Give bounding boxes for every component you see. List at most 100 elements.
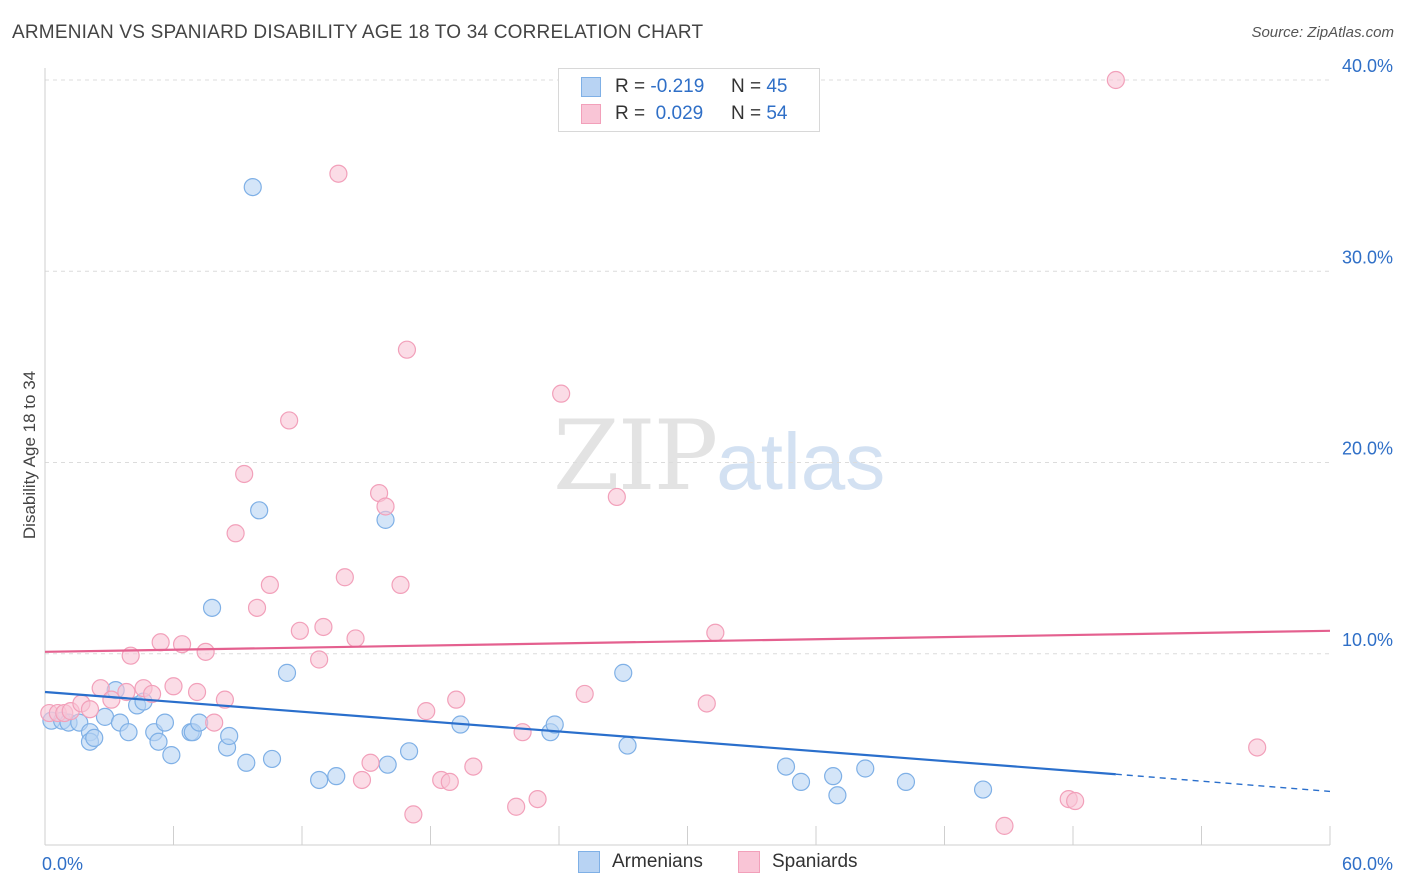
armenians-legend-label: Armenians	[612, 851, 703, 872]
y-tick-label: 40.0%	[1342, 56, 1393, 76]
armenians-point	[973, 780, 993, 799]
armenians-r-value: -0.219	[650, 76, 705, 97]
spaniards-point	[102, 690, 121, 709]
armenians-point	[896, 772, 916, 791]
spaniards-point	[310, 650, 329, 669]
spaniards-point	[117, 682, 136, 702]
axes	[44, 68, 1331, 846]
spaniards-point	[706, 623, 725, 642]
spaniards-point	[1248, 738, 1267, 757]
y-tick-label: 20.0%	[1342, 439, 1393, 459]
armenians-r-label: R =	[615, 76, 646, 97]
spaniards-r-label: R =	[615, 103, 646, 124]
armenians-n-value: 45	[766, 76, 788, 97]
spaniards-point	[528, 789, 547, 809]
armenians-point	[776, 757, 796, 776]
y-tick-label: 30.0%	[1342, 247, 1393, 267]
spaniards-point	[447, 690, 466, 709]
x-tick-label: 60.0%	[1342, 854, 1393, 874]
spaniards-point	[247, 598, 267, 617]
armenians-point	[828, 786, 847, 805]
spaniards-point	[352, 770, 372, 790]
spaniards-point	[417, 702, 436, 721]
armenians-point	[250, 501, 269, 520]
spaniards-point	[513, 723, 532, 742]
spaniards-point	[280, 411, 299, 430]
spaniards-point	[404, 805, 423, 824]
armenians-swatch	[581, 77, 601, 97]
spaniards-point	[1106, 70, 1125, 90]
spaniards-point	[260, 575, 279, 595]
armenians-point	[791, 772, 811, 791]
spaniards-legend-swatch	[738, 851, 760, 873]
armenians-n-label: N =	[730, 76, 762, 97]
spaniards-point	[335, 568, 354, 587]
watermark-zip: ZIP	[553, 400, 718, 512]
spaniards-trend-line	[44, 629, 1331, 653]
armenians-point	[202, 598, 222, 617]
armenians-point	[618, 736, 637, 755]
chart-title: ARMENIAN VS SPANIARD DISABILITY AGE 18 T…	[12, 22, 704, 43]
spaniards-n-value: 54	[766, 103, 788, 124]
armenians-point	[824, 767, 843, 786]
spaniards-point	[205, 713, 224, 732]
spaniards-point	[391, 575, 410, 595]
spaniards-point	[187, 682, 207, 702]
spaniards-point	[607, 487, 626, 507]
spaniards-point	[995, 816, 1014, 835]
spaniards-point	[164, 677, 183, 696]
spaniards-point	[397, 340, 417, 359]
spaniards-point	[361, 753, 380, 772]
armenians-point	[545, 715, 564, 734]
armenians-point	[85, 728, 104, 748]
correlation-legend: R = -0.219 N = 45 R = 0.029 N = 54	[558, 68, 820, 132]
armenians-trend-line	[44, 690, 1116, 776]
spaniards-point	[142, 684, 162, 704]
spaniards-point	[346, 629, 365, 648]
y-tick-label: 10.0%	[1342, 630, 1393, 650]
spaniards-point	[196, 642, 215, 661]
armenians-legend-swatch	[578, 851, 600, 873]
armenians-point	[237, 753, 256, 772]
legend-item-armenians: Armenians	[578, 851, 703, 873]
spaniards-point	[376, 497, 395, 516]
trend-lines	[44, 629, 1331, 793]
spaniards-point	[226, 524, 245, 543]
spaniards-point	[80, 700, 100, 719]
armenians-point	[856, 759, 875, 778]
armenians-points	[42, 178, 993, 805]
spaniards-point	[697, 694, 716, 713]
armenians-point	[220, 726, 239, 746]
spaniards-point	[290, 621, 309, 640]
watermark: ZIPatlas	[553, 400, 885, 512]
spaniards-r-value: 0.029	[650, 103, 704, 124]
armenians-point	[327, 767, 346, 786]
armenians-point	[378, 755, 397, 774]
legend-item-spaniards: Spaniards	[738, 851, 858, 873]
spaniards-point	[1066, 791, 1085, 811]
armenians-point	[162, 746, 181, 765]
spaniards-point	[235, 464, 254, 484]
watermark-atlas: atlas	[716, 417, 886, 506]
armenians-point	[614, 663, 633, 682]
spaniards-point	[215, 690, 234, 709]
spaniards-point	[314, 617, 333, 637]
source-label: Source: ZipAtlas.com	[1251, 24, 1394, 41]
spaniards-points	[40, 70, 1267, 835]
legend-row-spaniards: R = 0.029 N = 54	[581, 101, 787, 127]
armenians-point	[277, 663, 297, 682]
spaniards-point	[440, 772, 459, 791]
y-axis-label: Disability Age 18 to 34	[20, 370, 39, 540]
tick-labels: 10.0% 20.0% 30.0% 40.0% 0.0% 60.0%	[42, 56, 1393, 874]
armenians-point	[262, 749, 282, 769]
armenians-point	[399, 742, 419, 761]
armenians-point	[119, 723, 138, 742]
armenians-point	[243, 178, 262, 197]
spaniards-point	[552, 384, 571, 403]
x-tick-label: 0.0%	[42, 854, 83, 874]
armenians-point	[155, 713, 175, 732]
armenians-point	[149, 732, 168, 751]
legend-row-armenians: R = -0.219 N = 45	[581, 74, 787, 100]
spaniards-point	[151, 633, 170, 652]
